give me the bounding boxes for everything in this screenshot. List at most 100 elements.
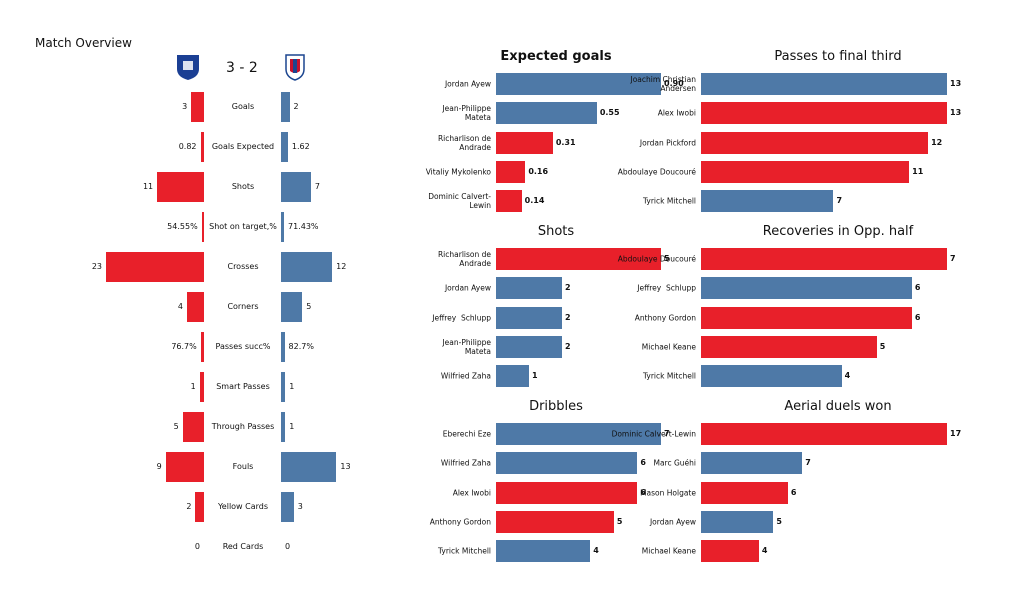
- value-label: 2: [565, 341, 571, 351]
- value-label: 12: [931, 137, 943, 147]
- bar: [496, 335, 562, 358]
- value-label: 7: [314, 182, 320, 191]
- bar: [281, 492, 294, 522]
- value-label: 5: [664, 254, 670, 263]
- value-label: 5: [173, 422, 179, 431]
- chart-title: Shots: [537, 224, 575, 239]
- bar: [701, 160, 910, 183]
- value-label: 1.62: [291, 142, 310, 151]
- category-label: Jeffrey Schlupp: [432, 313, 491, 323]
- value-label: 4: [593, 546, 599, 556]
- value-label: 11: [912, 166, 924, 176]
- category-label: Alex Iwobi: [657, 108, 696, 118]
- bar: [281, 172, 311, 202]
- bar: [496, 73, 661, 95]
- value-label: 0.14: [524, 196, 545, 206]
- value-label: 3: [182, 102, 188, 111]
- bar: [701, 131, 929, 154]
- bar: [496, 510, 614, 533]
- bar: [157, 172, 204, 202]
- category-label: Michael Keane: [641, 546, 696, 556]
- category-label: Abdoulaye Doucouré: [617, 167, 696, 177]
- value-label: 6: [640, 487, 646, 497]
- stat-label: Crosses: [227, 262, 259, 271]
- category-label: Anthony Gordon: [634, 313, 696, 323]
- value-label: 4: [844, 371, 851, 381]
- stat-label: Shots: [231, 182, 255, 191]
- category-label: Dominic Calvert-Lewin: [611, 429, 696, 439]
- value-label: 13: [950, 108, 962, 118]
- stat-label: Corners: [227, 302, 259, 311]
- bar: [201, 212, 204, 242]
- bar: [496, 452, 638, 475]
- category-label: Alex Iwobi: [452, 488, 491, 498]
- value-label: 2: [293, 102, 299, 111]
- value-label: 1: [289, 422, 295, 431]
- category-label: Wilfried Zaha: [440, 458, 491, 468]
- stat-label: Goals Expected: [211, 142, 275, 151]
- bar: [200, 132, 204, 162]
- value-label: 0.82: [178, 142, 197, 151]
- value-label: 11: [142, 182, 154, 191]
- home-crest: [177, 55, 199, 80]
- chart-title: Aerial duels won: [784, 399, 892, 414]
- bar: [496, 423, 661, 445]
- category-label: Eberechi Eze: [442, 429, 491, 439]
- value-label: 4: [177, 302, 183, 311]
- stat-label: Fouls: [232, 462, 254, 471]
- value-label: 76.7%: [171, 342, 197, 351]
- value-label: 3: [297, 502, 303, 511]
- value-label: 2: [186, 502, 192, 511]
- bar: [281, 292, 303, 322]
- chart-title: Dribbles: [529, 399, 583, 414]
- bar: [496, 102, 597, 125]
- bar: [496, 277, 562, 300]
- bar: [496, 190, 522, 213]
- value-label: 23: [91, 262, 102, 271]
- value-label: 54.55%: [167, 222, 198, 231]
- bar: [701, 481, 788, 504]
- category-label: Dominic Calvert-Lewin: [428, 192, 491, 211]
- value-label: 1: [289, 382, 295, 391]
- category-label: Joachim Christian Andersen: [630, 75, 699, 93]
- category-label: Richarlison de Andrade: [437, 133, 494, 152]
- chart-title: Recoveries in Opp. half: [762, 224, 914, 239]
- value-label: 0: [285, 542, 291, 551]
- bar: [281, 452, 337, 482]
- value-label: 17: [950, 429, 962, 438]
- bar: [281, 412, 286, 442]
- stat-label: Red Cards: [222, 542, 264, 551]
- bar: [106, 252, 204, 282]
- category-label: Jordan Ayew: [444, 283, 491, 293]
- value-label: 5: [776, 516, 782, 526]
- value-label: 4: [761, 546, 768, 556]
- value-label: 9: [156, 462, 162, 471]
- bar: [701, 452, 803, 475]
- away-crest: [285, 54, 305, 81]
- category-label: Marc Guéhi: [653, 458, 696, 468]
- value-label: 13: [340, 462, 351, 471]
- bar: [701, 306, 912, 329]
- stat-label: Smart Passes: [216, 382, 270, 391]
- bar: [701, 365, 842, 388]
- page-title: Match Overview: [35, 36, 132, 50]
- bar: [496, 160, 526, 183]
- bar: [281, 92, 290, 122]
- value-label: 1: [532, 371, 538, 381]
- value-label: 6: [914, 312, 921, 322]
- bar: [281, 212, 285, 242]
- bar: [701, 102, 947, 125]
- value-label: 6: [640, 458, 646, 468]
- bar: [701, 335, 877, 358]
- chart-title: Expected goals: [500, 49, 612, 64]
- bar: [199, 372, 204, 402]
- value-label: 6: [790, 487, 797, 497]
- value-label: 7: [836, 196, 843, 206]
- bar: [195, 492, 204, 522]
- value-label: 0.31: [555, 137, 576, 147]
- category-label: Anthony Gordon: [429, 517, 491, 527]
- category-label: Jean-Philippe Mateta: [442, 337, 494, 356]
- value-label: 6: [914, 283, 921, 293]
- bar: [281, 372, 286, 402]
- category-label: Tyrick Mitchell: [642, 371, 696, 381]
